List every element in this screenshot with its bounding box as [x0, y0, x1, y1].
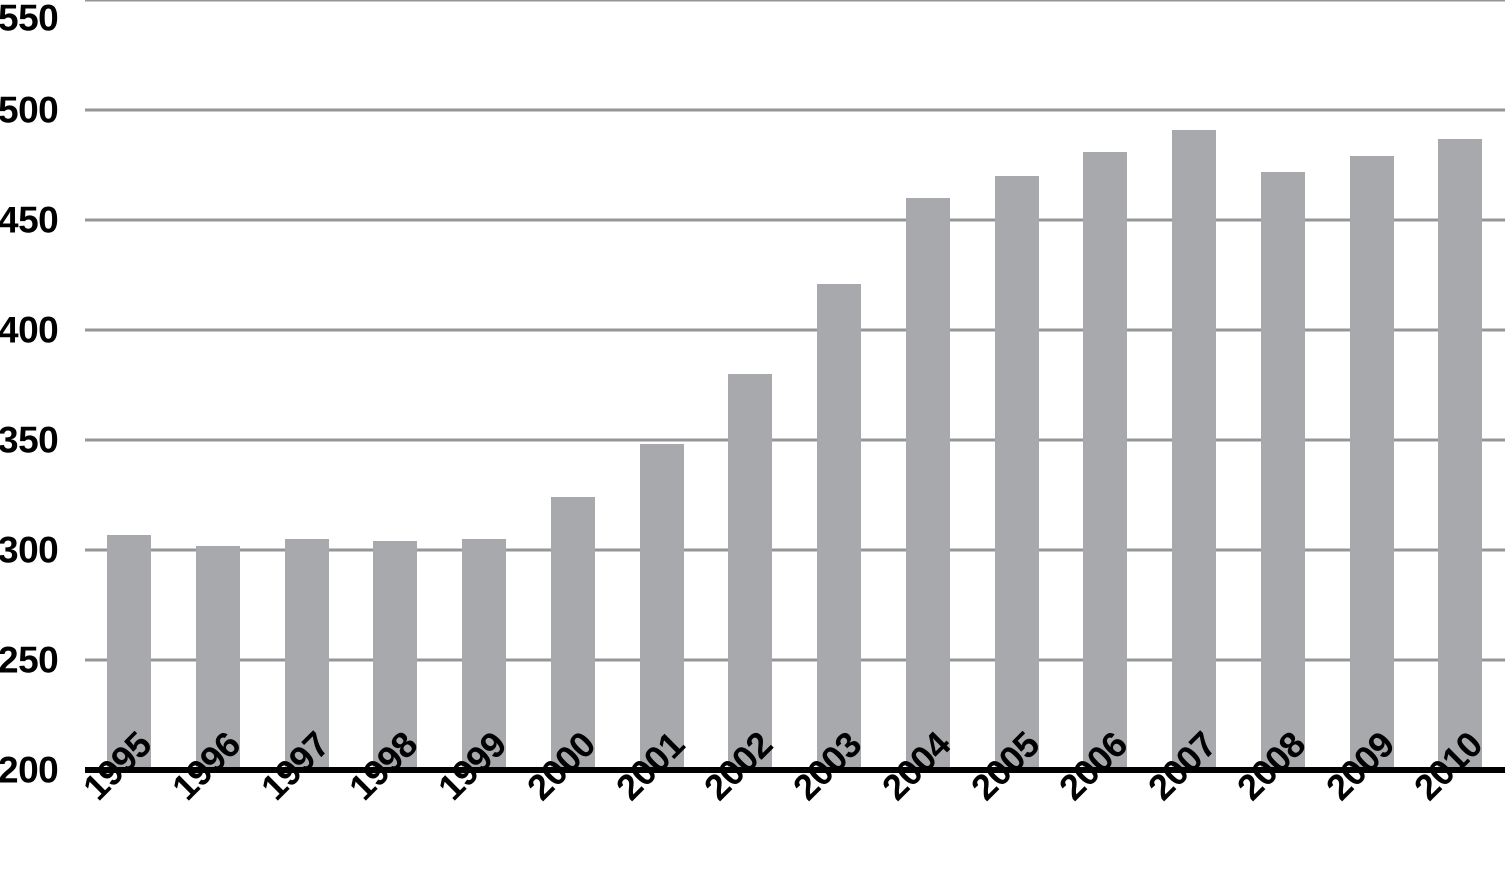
y-axis-tick-label: 400 — [0, 309, 59, 351]
gridline — [85, 0, 1505, 2]
y-axis-tick-label: 250 — [0, 639, 59, 681]
bar — [994, 176, 1039, 770]
y-axis-tick-label: 300 — [0, 529, 59, 571]
bar — [1349, 156, 1394, 770]
bar — [284, 539, 329, 770]
bars-layer — [85, 0, 1505, 770]
x-axis-line — [85, 767, 1505, 773]
y-axis-tick-label: 550 — [0, 0, 59, 39]
y-axis-tick-label: 450 — [0, 199, 59, 241]
plot-area — [85, 0, 1505, 770]
gridline — [85, 438, 1505, 442]
y-axis-tick-label: 500 — [0, 89, 59, 131]
gridline — [85, 108, 1505, 112]
bar — [373, 541, 418, 770]
bar — [817, 283, 861, 770]
gridline — [85, 328, 1505, 332]
bar — [550, 497, 595, 770]
y-axis: 550 500 450 400 350 300 250 200 — [0, 0, 85, 875]
bar — [462, 539, 506, 770]
y-axis-tick-label: 350 — [0, 419, 59, 461]
bar — [639, 444, 684, 770]
bar — [1083, 151, 1128, 770]
bar — [195, 545, 240, 770]
x-axis: 1995 1996 1997 1998 1999 2000 2001 2002 2003 2004… — [75, 724, 1505, 875]
gridline — [85, 548, 1505, 552]
y-axis-tick-label: 200 — [0, 749, 59, 791]
bar — [1260, 171, 1305, 770]
bar — [728, 374, 773, 770]
bar — [905, 198, 950, 770]
gridline — [85, 658, 1505, 662]
bar — [107, 534, 151, 770]
bar — [1172, 129, 1216, 770]
bar — [1438, 138, 1483, 770]
gridline — [85, 218, 1505, 222]
